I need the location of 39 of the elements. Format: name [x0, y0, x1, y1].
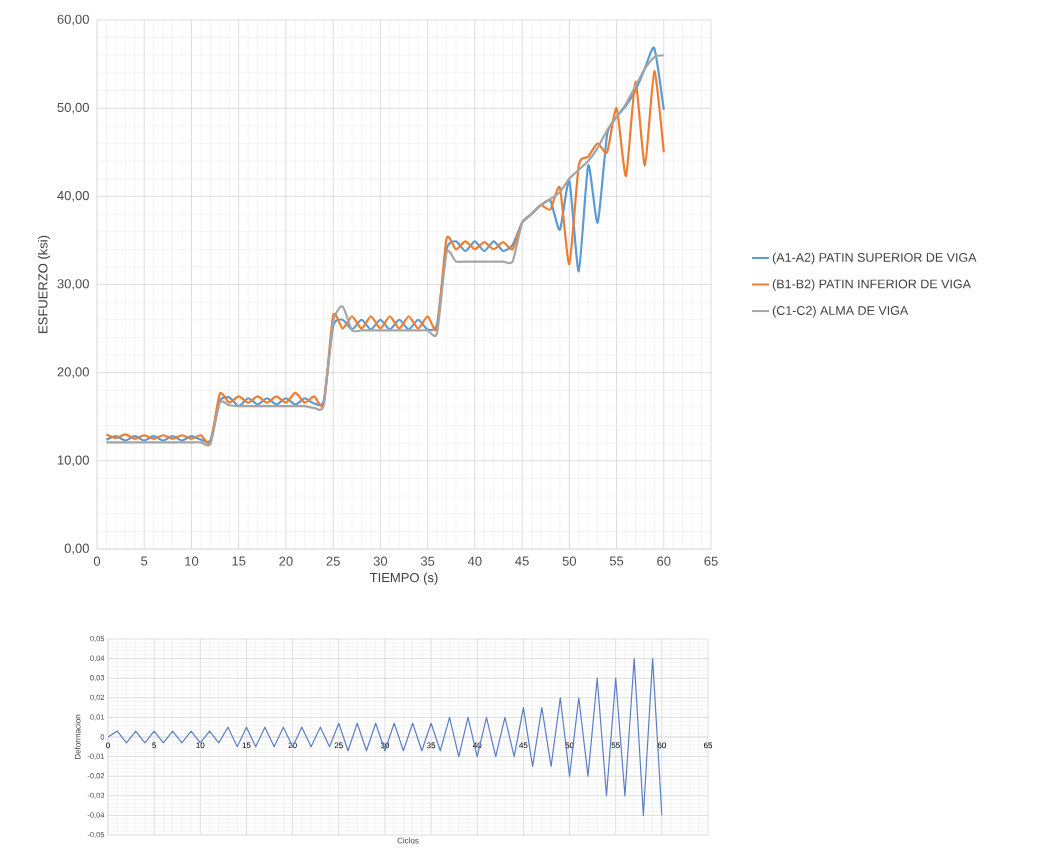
legend-label: (A1-A2) PATIN SUPERIOR DE VIGA [772, 252, 977, 265]
x-tick-label: 30 [373, 556, 388, 566]
y-tick-label: 20,00 [57, 367, 89, 379]
y-tick-label: 50,00 [57, 102, 89, 114]
x-tick-label: 30 [380, 742, 390, 749]
y-tick-label: 0,00 [64, 543, 89, 555]
x-tick-label: 10 [185, 556, 199, 566]
x-tick-label: 10 [196, 742, 205, 749]
x-tick-label: 60 [657, 742, 666, 749]
x-tick-label: 60 [657, 556, 671, 566]
x-tick-label: 50 [562, 556, 577, 566]
x-tick-label: 25 [334, 742, 343, 749]
x-tick-label: 15 [232, 556, 246, 566]
x-tick-label: 20 [279, 556, 293, 566]
legend-label: (C1-C2) ALMA DE VIGA [772, 305, 909, 318]
y-tick-label: 10,00 [57, 455, 89, 467]
x-tick-label: 25 [326, 556, 340, 566]
x-tick-label: 5 [152, 742, 157, 749]
x-tick-label: 35 [426, 742, 436, 749]
x-tick-label: 45 [519, 742, 528, 749]
y-tick-label: 40,00 [57, 190, 89, 202]
x-tick-label: 0 [106, 742, 110, 749]
x-tick-label: 45 [515, 556, 529, 566]
x-axis-title: TIEMPO (s) [370, 572, 438, 585]
x-tick-label: 35 [420, 556, 435, 566]
y-axis-title: Deformacion [74, 714, 81, 760]
y-tick-label: 60,00 [57, 14, 89, 26]
y-tick-label: 30,00 [57, 279, 89, 290]
x-tick-label: 65 [703, 742, 713, 749]
legend-label: (B1-B2) PATIN INFERIOR DE VIGA [772, 279, 971, 291]
x-axis-title: Ciclos [397, 837, 419, 844]
x-tick-label: 55 [611, 742, 620, 749]
y-axis-title: ESFUERZO (ksi) [37, 235, 51, 333]
x-tick-label: 15 [242, 742, 251, 749]
x-tick-label: 40 [467, 556, 482, 566]
x-tick-label: 50 [565, 742, 574, 749]
x-tick-label: 5 [141, 556, 148, 566]
x-tick-label: 55 [609, 556, 624, 566]
x-tick-label: 65 [704, 556, 718, 566]
